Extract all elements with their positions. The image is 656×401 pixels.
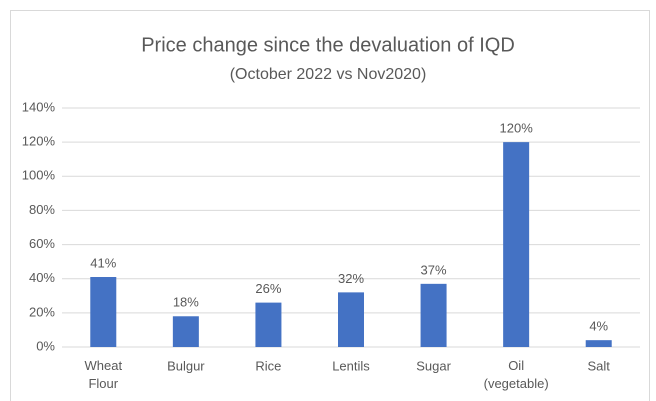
value-label: 120% [500, 121, 534, 136]
value-label: 32% [338, 271, 364, 286]
bar [585, 340, 612, 347]
y-tick-label: 140% [22, 99, 56, 114]
x-tick-label: Wheat Flour [84, 358, 122, 391]
bar [420, 283, 447, 347]
y-tick-label: 80% [29, 202, 55, 217]
y-tick-label: 0% [36, 338, 55, 353]
bar [255, 302, 282, 347]
x-tick-label: Lentils [332, 358, 370, 373]
bar [90, 277, 117, 347]
chart-title: Price change since the devaluation of IQ… [141, 34, 515, 56]
x-tick-label: Salt [588, 358, 611, 373]
y-tick-label: 20% [29, 304, 55, 319]
value-label: 37% [421, 262, 447, 277]
chart-frame [10, 10, 650, 401]
chart-subtitle: (October 2022 vs Nov2020) [230, 66, 427, 83]
value-label: 4% [589, 319, 608, 334]
value-label: 26% [255, 281, 281, 296]
y-tick-label: 120% [22, 134, 56, 149]
x-tick-label: Rice [255, 358, 281, 373]
bar [338, 292, 364, 347]
bar [503, 142, 530, 347]
y-tick-label: 100% [22, 168, 56, 183]
x-tick-label: Oil (vegetable) [484, 358, 549, 391]
bar [172, 316, 199, 347]
value-label: 41% [90, 255, 116, 270]
value-label: 18% [173, 295, 199, 310]
y-tick-label: 60% [29, 236, 55, 251]
x-tick-label: Sugar [416, 358, 451, 373]
y-tick-label: 40% [29, 270, 55, 285]
x-tick-label: Bulgur [167, 358, 205, 373]
